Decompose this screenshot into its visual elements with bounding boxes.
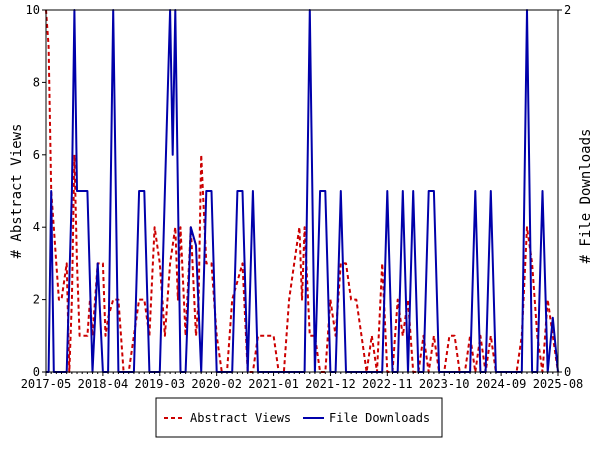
plot-frame	[45, 9, 559, 373]
x-tick-label: 2025-08	[533, 377, 584, 391]
legend-label-abstract-views: Abstract Views	[190, 411, 291, 425]
x-tick-label: 2021-12	[305, 377, 356, 391]
series-line-file-downloads	[46, 9, 559, 373]
y-left-tick-label: 2	[33, 293, 40, 307]
series-layer	[45, 9, 559, 373]
y-axis-right-label: # File Downloads	[578, 129, 594, 264]
y-axis-left-label: # Abstract Views	[9, 124, 25, 259]
x-tick-label: 2019-03	[134, 377, 185, 391]
x-tick-label: 2024-09	[476, 377, 527, 391]
y-left-tick-label: 10	[26, 3, 40, 17]
legend-label-file-downloads: File Downloads	[329, 411, 430, 425]
legend-box	[155, 397, 443, 438]
legend: Abstract Views File Downloads	[155, 397, 443, 438]
x-tick-label: 2023-10	[419, 377, 470, 391]
x-tick-label: 2018-04	[78, 377, 129, 391]
y-right-tick-label: 2	[564, 3, 571, 17]
y-left-tick-label: 6	[33, 148, 40, 162]
x-tick-label: 2020-02	[191, 377, 242, 391]
ticks-layer: 0 2 4 6 8 10 0 2 2017-05 2018-04 2019-03 2020-02 202…	[21, 3, 584, 391]
y-left-tick-label: 0	[33, 365, 40, 379]
x-tick-label: 2021-01	[248, 377, 299, 391]
y-left-tick-label: 8	[33, 75, 40, 89]
x-tick-label: 2017-05	[21, 377, 72, 391]
y-left-tick-label: 4	[33, 220, 40, 234]
y-right-tick-label: 0	[564, 365, 571, 379]
series-line-abstract-views	[45, 9, 559, 373]
x-tick-label: 2022-11	[362, 377, 413, 391]
